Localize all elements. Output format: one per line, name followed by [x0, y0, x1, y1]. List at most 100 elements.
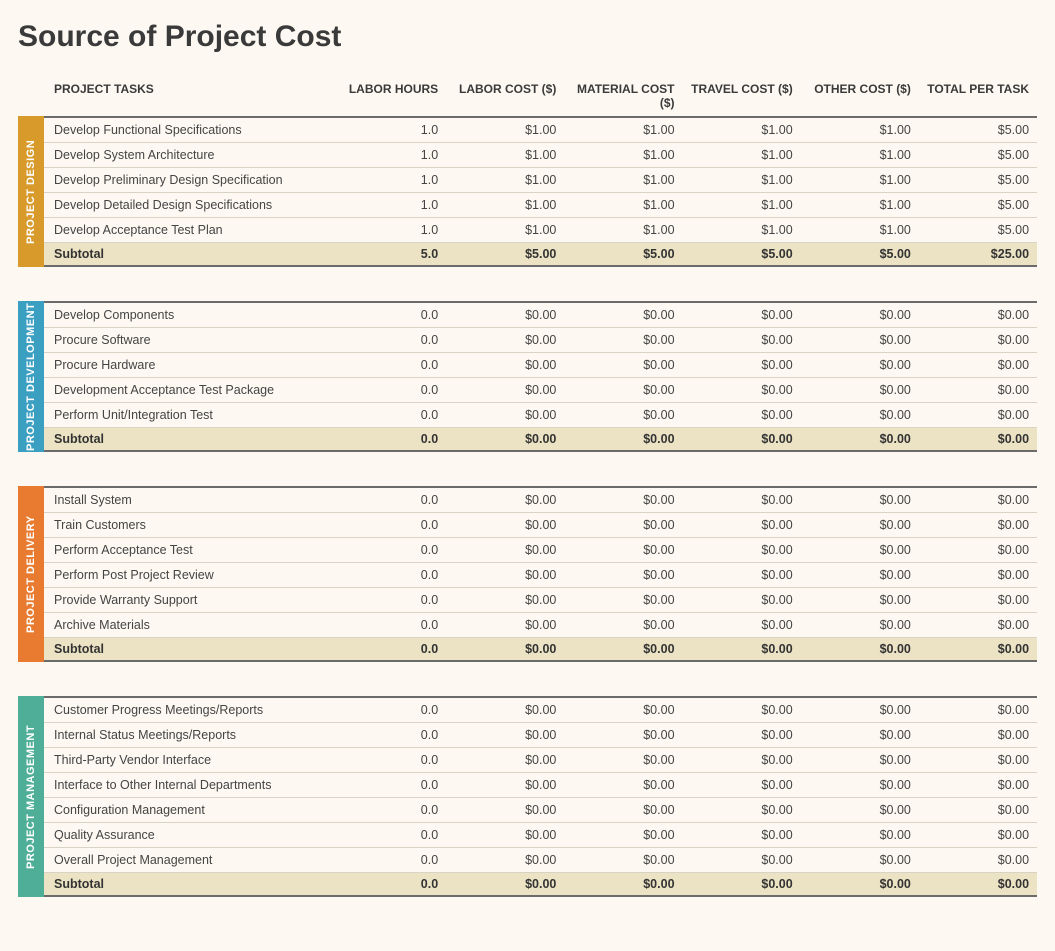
cell-total: $0.00: [925, 703, 1037, 717]
subtotal-label: Subtotal: [44, 247, 334, 261]
cell-task: Develop Functional Specifications: [44, 123, 334, 137]
cell-task: Development Acceptance Test Package: [44, 383, 334, 397]
cell-labor-hours: 0.0: [334, 543, 452, 557]
subtotal-labor-hours: 0.0: [334, 642, 452, 656]
cell-other-cost: $0.00: [807, 828, 925, 842]
cell-material-cost: $0.00: [570, 703, 688, 717]
subtotal-total: $0.00: [925, 432, 1037, 446]
table-row: Internal Status Meetings/Reports0.0$0.00…: [44, 723, 1037, 748]
cell-travel-cost: $0.00: [689, 308, 807, 322]
cell-other-cost: $0.00: [807, 568, 925, 582]
cell-other-cost: $0.00: [807, 493, 925, 507]
cell-travel-cost: $1.00: [689, 223, 807, 237]
col-header-material: MATERIAL COST ($): [570, 82, 688, 110]
cell-total: $0.00: [925, 753, 1037, 767]
cell-total: $0.00: [925, 408, 1037, 422]
table-row: Perform Unit/Integration Test0.0$0.00$0.…: [44, 403, 1037, 428]
subtotal-total: $0.00: [925, 642, 1037, 656]
cell-travel-cost: $0.00: [689, 568, 807, 582]
cell-travel-cost: $0.00: [689, 703, 807, 717]
cell-travel-cost: $1.00: [689, 198, 807, 212]
cell-labor-cost: $0.00: [452, 803, 570, 817]
table-row: Customer Progress Meetings/Reports0.0$0.…: [44, 698, 1037, 723]
cell-other-cost: $0.00: [807, 703, 925, 717]
cell-other-cost: $0.00: [807, 518, 925, 532]
cell-travel-cost: $0.00: [689, 408, 807, 422]
cell-labor-hours: 0.0: [334, 333, 452, 347]
col-header-task: PROJECT TASKS: [44, 82, 334, 110]
subtotal-label: Subtotal: [44, 877, 334, 891]
cell-material-cost: $1.00: [570, 173, 688, 187]
cell-other-cost: $0.00: [807, 753, 925, 767]
subtotal-row: Subtotal0.0$0.00$0.00$0.00$0.00$0.00: [44, 638, 1037, 660]
cell-labor-hours: 0.0: [334, 728, 452, 742]
cell-labor-hours: 1.0: [334, 198, 452, 212]
cell-labor-cost: $0.00: [452, 493, 570, 507]
cell-travel-cost: $0.00: [689, 593, 807, 607]
cell-labor-cost: $0.00: [452, 618, 570, 632]
cell-material-cost: $0.00: [570, 408, 688, 422]
cell-task: Perform Unit/Integration Test: [44, 408, 334, 422]
cell-total: $0.00: [925, 568, 1037, 582]
cell-other-cost: $0.00: [807, 543, 925, 557]
cell-task: Overall Project Management: [44, 853, 334, 867]
cell-travel-cost: $1.00: [689, 148, 807, 162]
subtotal-labor-cost: $5.00: [452, 247, 570, 261]
table-row: Perform Acceptance Test0.0$0.00$0.00$0.0…: [44, 538, 1037, 563]
subtotal-row: Subtotal0.0$0.00$0.00$0.00$0.00$0.00: [44, 873, 1037, 895]
subtotal-other-cost: $0.00: [807, 877, 925, 891]
col-header-labor-cost: LABOR COST ($): [452, 82, 570, 110]
cell-total: $0.00: [925, 828, 1037, 842]
cell-labor-cost: $0.00: [452, 703, 570, 717]
cell-labor-hours: 0.0: [334, 308, 452, 322]
cell-other-cost: $1.00: [807, 148, 925, 162]
subtotal-travel-cost: $5.00: [689, 247, 807, 261]
cell-total: $0.00: [925, 803, 1037, 817]
subtotal-travel-cost: $0.00: [689, 432, 807, 446]
cell-travel-cost: $0.00: [689, 728, 807, 742]
subtotal-labor-hours: 5.0: [334, 247, 452, 261]
subtotal-labor-cost: $0.00: [452, 877, 570, 891]
table-row: Develop Functional Specifications1.0$1.0…: [44, 118, 1037, 143]
section-body-development: Develop Components0.0$0.00$0.00$0.00$0.0…: [44, 301, 1037, 452]
cell-travel-cost: $0.00: [689, 543, 807, 557]
cell-labor-cost: $1.00: [452, 223, 570, 237]
table-row: Install System0.0$0.00$0.00$0.00$0.00$0.…: [44, 488, 1037, 513]
cell-task: Archive Materials: [44, 618, 334, 632]
cell-material-cost: $0.00: [570, 753, 688, 767]
col-header-other: OTHER COST ($): [807, 82, 925, 110]
cell-labor-cost: $0.00: [452, 828, 570, 842]
cell-travel-cost: $0.00: [689, 493, 807, 507]
cell-task: Develop Detailed Design Specifications: [44, 198, 334, 212]
cell-labor-cost: $0.00: [452, 853, 570, 867]
cell-material-cost: $0.00: [570, 568, 688, 582]
subtotal-labor-cost: $0.00: [452, 642, 570, 656]
cell-material-cost: $1.00: [570, 123, 688, 137]
cell-total: $0.00: [925, 518, 1037, 532]
subtotal-other-cost: $0.00: [807, 432, 925, 446]
cell-other-cost: $0.00: [807, 408, 925, 422]
cell-labor-hours: 0.0: [334, 778, 452, 792]
section-tab-development: PROJECT DEVELOPMENT: [18, 301, 44, 452]
table-row: Procure Hardware0.0$0.00$0.00$0.00$0.00$…: [44, 353, 1037, 378]
cell-other-cost: $0.00: [807, 593, 925, 607]
cell-travel-cost: $0.00: [689, 358, 807, 372]
table-row: Configuration Management0.0$0.00$0.00$0.…: [44, 798, 1037, 823]
subtotal-travel-cost: $0.00: [689, 642, 807, 656]
cell-material-cost: $0.00: [570, 618, 688, 632]
cell-material-cost: $0.00: [570, 543, 688, 557]
subtotal-labor-cost: $0.00: [452, 432, 570, 446]
cell-task: Develop System Architecture: [44, 148, 334, 162]
subtotal-material-cost: $0.00: [570, 877, 688, 891]
cell-task: Perform Acceptance Test: [44, 543, 334, 557]
cell-labor-hours: 1.0: [334, 148, 452, 162]
cell-travel-cost: $0.00: [689, 803, 807, 817]
cell-other-cost: $0.00: [807, 853, 925, 867]
cell-labor-hours: 0.0: [334, 568, 452, 582]
cell-task: Third-Party Vendor Interface: [44, 753, 334, 767]
cell-material-cost: $0.00: [570, 493, 688, 507]
cell-labor-hours: 0.0: [334, 493, 452, 507]
table-row: Develop Detailed Design Specifications1.…: [44, 193, 1037, 218]
table-row: Perform Post Project Review0.0$0.00$0.00…: [44, 563, 1037, 588]
subtotal-label: Subtotal: [44, 432, 334, 446]
